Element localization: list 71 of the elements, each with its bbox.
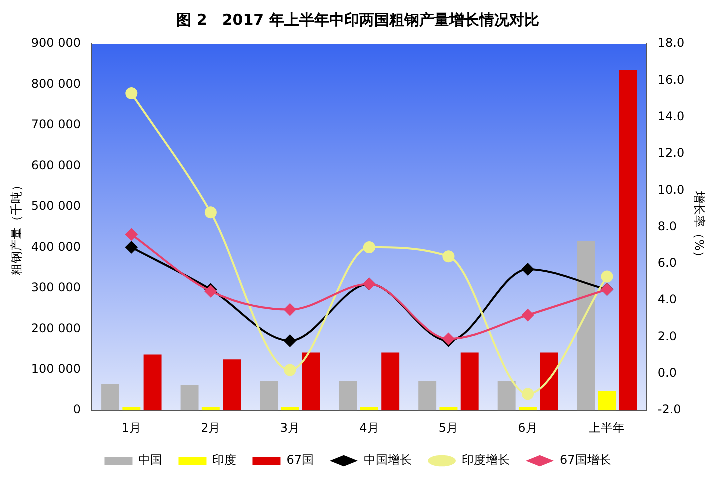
x-tick-label: 6月 [518, 420, 538, 435]
y-axis-title: 粗钢产量（千吨） [9, 179, 24, 276]
bar [598, 391, 616, 411]
y-tick-label: 0 [73, 402, 82, 417]
bar [180, 385, 199, 411]
bar [519, 407, 537, 411]
x-tick-label: 4月 [360, 420, 380, 435]
y-tick-label: 100 000 [31, 362, 82, 376]
point [204, 206, 217, 219]
x-tick-label: 5月 [438, 420, 459, 435]
bar [260, 381, 278, 411]
y2-tick-label: 16.0 [658, 72, 685, 87]
bar [122, 407, 141, 411]
bar [281, 407, 300, 411]
y-tick-label: 400 000 [31, 240, 82, 254]
legend-label: 67国增长 [560, 453, 612, 468]
bar [418, 381, 437, 411]
legend-label: 67国 [286, 453, 314, 468]
y2-tick-label: 6.0 [658, 256, 677, 270]
y-tick-label: 300 000 [31, 280, 82, 295]
x-tick-label: 2月 [201, 420, 221, 435]
legend-label: 印度 [212, 453, 237, 468]
bar [144, 354, 162, 411]
y-tick-label: 600 000 [31, 158, 82, 172]
y2-tick-label: -2.0 [658, 402, 682, 417]
legend-label: 印度增长 [462, 453, 510, 468]
bar [202, 407, 220, 411]
point [442, 250, 455, 263]
bar [223, 360, 242, 411]
point [601, 270, 614, 283]
point [126, 241, 138, 254]
bar [540, 352, 558, 411]
point [284, 334, 296, 347]
y2-tick-label: 14.0 [658, 109, 685, 124]
point [522, 388, 534, 400]
point [522, 309, 534, 322]
y-tick-label: 500 000 [31, 199, 82, 214]
point [126, 228, 138, 241]
point [363, 241, 376, 254]
bar [619, 70, 638, 411]
point [284, 304, 296, 316]
y2-tick-label: 10.0 [658, 182, 685, 197]
bar [440, 407, 458, 411]
y2-tick-label: 2.0 [658, 329, 677, 344]
bar [460, 352, 479, 411]
bar [102, 384, 120, 411]
chart-title: 图 2 2017 年上半年中印两国粗钢产量增长情况对比 [176, 10, 540, 29]
legend-label: 中国 [138, 453, 163, 468]
y2-tick-label: 8.0 [658, 219, 677, 234]
bar [382, 352, 400, 411]
y2-axis-title: 增长率（%） [692, 190, 707, 264]
point [284, 364, 296, 376]
x-tick-label: 上半年 [589, 420, 626, 435]
bar [339, 381, 358, 411]
y2-tick-label: 18.0 [658, 36, 685, 50]
y-tick-label: 700 000 [31, 118, 82, 132]
point [126, 87, 138, 100]
bar [302, 352, 320, 411]
legend-label: 中国增长 [364, 453, 412, 468]
y-tick-label: 200 000 [31, 321, 82, 336]
bar [498, 381, 516, 411]
x-tick-label: 3月 [280, 420, 300, 435]
x-tick-label: 1月 [122, 420, 142, 435]
y-tick-label: 900 000 [31, 36, 82, 50]
y-tick-label: 800 000 [31, 76, 82, 91]
point [522, 263, 534, 276]
bar [577, 242, 596, 411]
y2-tick-label: 4.0 [658, 292, 677, 307]
y2-tick-label: 0.0 [658, 366, 677, 380]
y2-tick-label: 12.0 [658, 146, 685, 160]
bar [360, 407, 378, 411]
